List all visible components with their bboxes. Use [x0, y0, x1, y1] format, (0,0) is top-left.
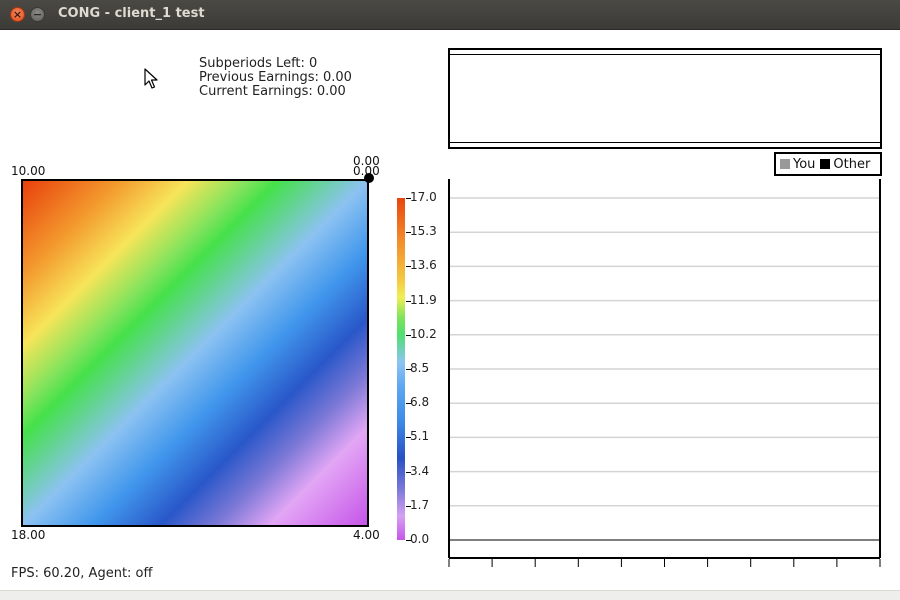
colorbar-tick: [406, 266, 411, 268]
colorbar-tick-label: 1.7: [410, 497, 430, 512]
strategy-marker[interactable]: [364, 173, 374, 183]
colorbar-tick: [406, 334, 411, 336]
colorbar-tick-label: 8.5: [410, 361, 430, 375]
colorbar-tick-label: 17.0: [410, 190, 437, 204]
minimize-icon: −: [32, 8, 43, 21]
legend-you-swatch: [780, 159, 790, 169]
colorbar-tick-label: 10.2: [410, 326, 437, 341]
legend-other-label: Other: [833, 156, 871, 172]
window-bottom-edge: [0, 590, 900, 600]
chart-legend: You Other: [774, 152, 882, 176]
subperiod-history-panel: [448, 48, 882, 149]
current-earnings-text: Current Earnings: 0.00: [199, 84, 346, 99]
legend-other-swatch: [820, 159, 831, 169]
previous-earnings-text: Previous Earnings: 0.00: [199, 70, 352, 85]
heatmap-top-right-label-upper: 0.00: [353, 154, 380, 168]
colorbar-tick-label: 15.3: [410, 224, 437, 239]
colorbar-tick-label: 11.9: [410, 292, 437, 307]
colorbar-tick-label: 5.1: [410, 429, 430, 444]
heatmap-bottom-left-label: 18.00: [11, 528, 46, 542]
colorbar-tick: [406, 505, 411, 507]
colorbar-tick: [406, 300, 411, 302]
minimize-button[interactable]: −: [30, 7, 45, 22]
mouse-cursor-icon: [144, 68, 158, 89]
colorbar-tick: [406, 198, 411, 199]
colorbar-tick-label: 3.4: [410, 463, 430, 478]
window-title: CONG - client_1 test: [58, 6, 205, 21]
colorbar-tick: [406, 403, 411, 405]
subperiod-history-inner: [450, 54, 880, 143]
colorbar-tick: [406, 471, 411, 473]
colorbar-tick-label: 6.8: [410, 395, 430, 410]
colorbar-tick: [406, 232, 411, 234]
colorbar: [397, 198, 405, 540]
colorbar-tick: [406, 540, 411, 541]
colorbar-tick: [406, 369, 411, 370]
close-icon: ×: [12, 8, 23, 21]
subperiods-left-text: Subperiods Left: 0: [199, 56, 318, 71]
payoff-heatmap[interactable]: [21, 179, 369, 527]
colorbar-tick-label: 0.0: [410, 532, 430, 546]
legend-you-label: You: [793, 156, 816, 172]
heatmap-top-left-label: 10.00: [11, 164, 46, 178]
colorbar-tick-label: 13.6: [410, 258, 437, 273]
payoff-line-chart: [448, 179, 881, 567]
title-bar: × − CONG - client_1 test: [0, 0, 900, 30]
status-text: FPS: 60.20, Agent: off: [11, 566, 153, 581]
colorbar-tick: [406, 437, 411, 439]
close-button[interactable]: ×: [10, 7, 25, 22]
heatmap-bottom-right-label: 4.00: [353, 528, 380, 542]
